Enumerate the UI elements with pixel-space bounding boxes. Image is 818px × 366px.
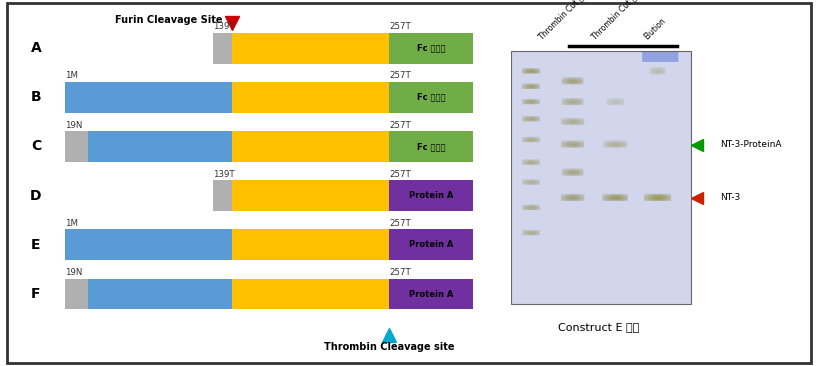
Bar bbox=[232, 229, 389, 260]
Text: Fc 도메인: Fc 도메인 bbox=[417, 142, 445, 151]
Bar bbox=[88, 131, 232, 162]
Text: 257T: 257T bbox=[389, 170, 411, 179]
Text: A: A bbox=[30, 41, 42, 55]
Text: Fc 도메인: Fc 도메인 bbox=[417, 44, 445, 53]
Text: 19N: 19N bbox=[65, 120, 83, 130]
Bar bbox=[389, 33, 473, 64]
Text: 257T: 257T bbox=[389, 268, 411, 277]
Text: Thrombin Cut 전: Thrombin Cut 전 bbox=[537, 0, 586, 41]
Bar bbox=[65, 229, 232, 260]
Text: Protein A: Protein A bbox=[409, 240, 453, 249]
Text: Elution: Elution bbox=[642, 16, 667, 41]
Bar bbox=[511, 51, 691, 304]
Text: 257T: 257T bbox=[389, 219, 411, 228]
Text: Furin Cleavage Site: Furin Cleavage Site bbox=[115, 15, 222, 25]
Text: 19N: 19N bbox=[65, 268, 83, 277]
Bar bbox=[389, 180, 473, 211]
Text: NT-3-ProteinA: NT-3-ProteinA bbox=[721, 140, 782, 149]
Bar bbox=[232, 279, 389, 310]
Text: Thrombin Cleavage site: Thrombin Cleavage site bbox=[324, 342, 455, 352]
Bar bbox=[88, 279, 232, 310]
Bar bbox=[389, 279, 473, 310]
Text: Protein A: Protein A bbox=[409, 191, 453, 200]
Bar bbox=[389, 229, 473, 260]
Text: Thrombin Cut 후: Thrombin Cut 후 bbox=[590, 0, 638, 41]
Text: Protein A: Protein A bbox=[409, 290, 453, 299]
Text: 139Y: 139Y bbox=[213, 22, 234, 31]
Bar bbox=[232, 82, 389, 113]
Text: B: B bbox=[31, 90, 41, 104]
Bar bbox=[389, 131, 473, 162]
Bar bbox=[389, 82, 473, 113]
Bar bbox=[65, 131, 88, 162]
Bar bbox=[65, 82, 232, 113]
Text: 257T: 257T bbox=[389, 71, 411, 81]
Text: C: C bbox=[31, 139, 41, 153]
Text: 1M: 1M bbox=[65, 219, 79, 228]
Text: Construct E 발현: Construct E 발현 bbox=[558, 322, 639, 332]
Text: 1M: 1M bbox=[65, 71, 79, 81]
Bar bbox=[232, 33, 389, 64]
Text: D: D bbox=[30, 188, 42, 203]
Text: 257T: 257T bbox=[389, 22, 411, 31]
Text: 139T: 139T bbox=[213, 170, 234, 179]
Text: 257T: 257T bbox=[389, 120, 411, 130]
FancyBboxPatch shape bbox=[7, 3, 811, 363]
Text: NT-3: NT-3 bbox=[721, 193, 740, 202]
Bar bbox=[213, 180, 232, 211]
Bar bbox=[232, 131, 389, 162]
Bar bbox=[232, 180, 389, 211]
Bar bbox=[65, 279, 88, 310]
Text: E: E bbox=[31, 238, 41, 252]
Text: F: F bbox=[31, 287, 41, 301]
Bar bbox=[213, 33, 232, 64]
Text: Fc 도메인: Fc 도메인 bbox=[417, 93, 445, 102]
